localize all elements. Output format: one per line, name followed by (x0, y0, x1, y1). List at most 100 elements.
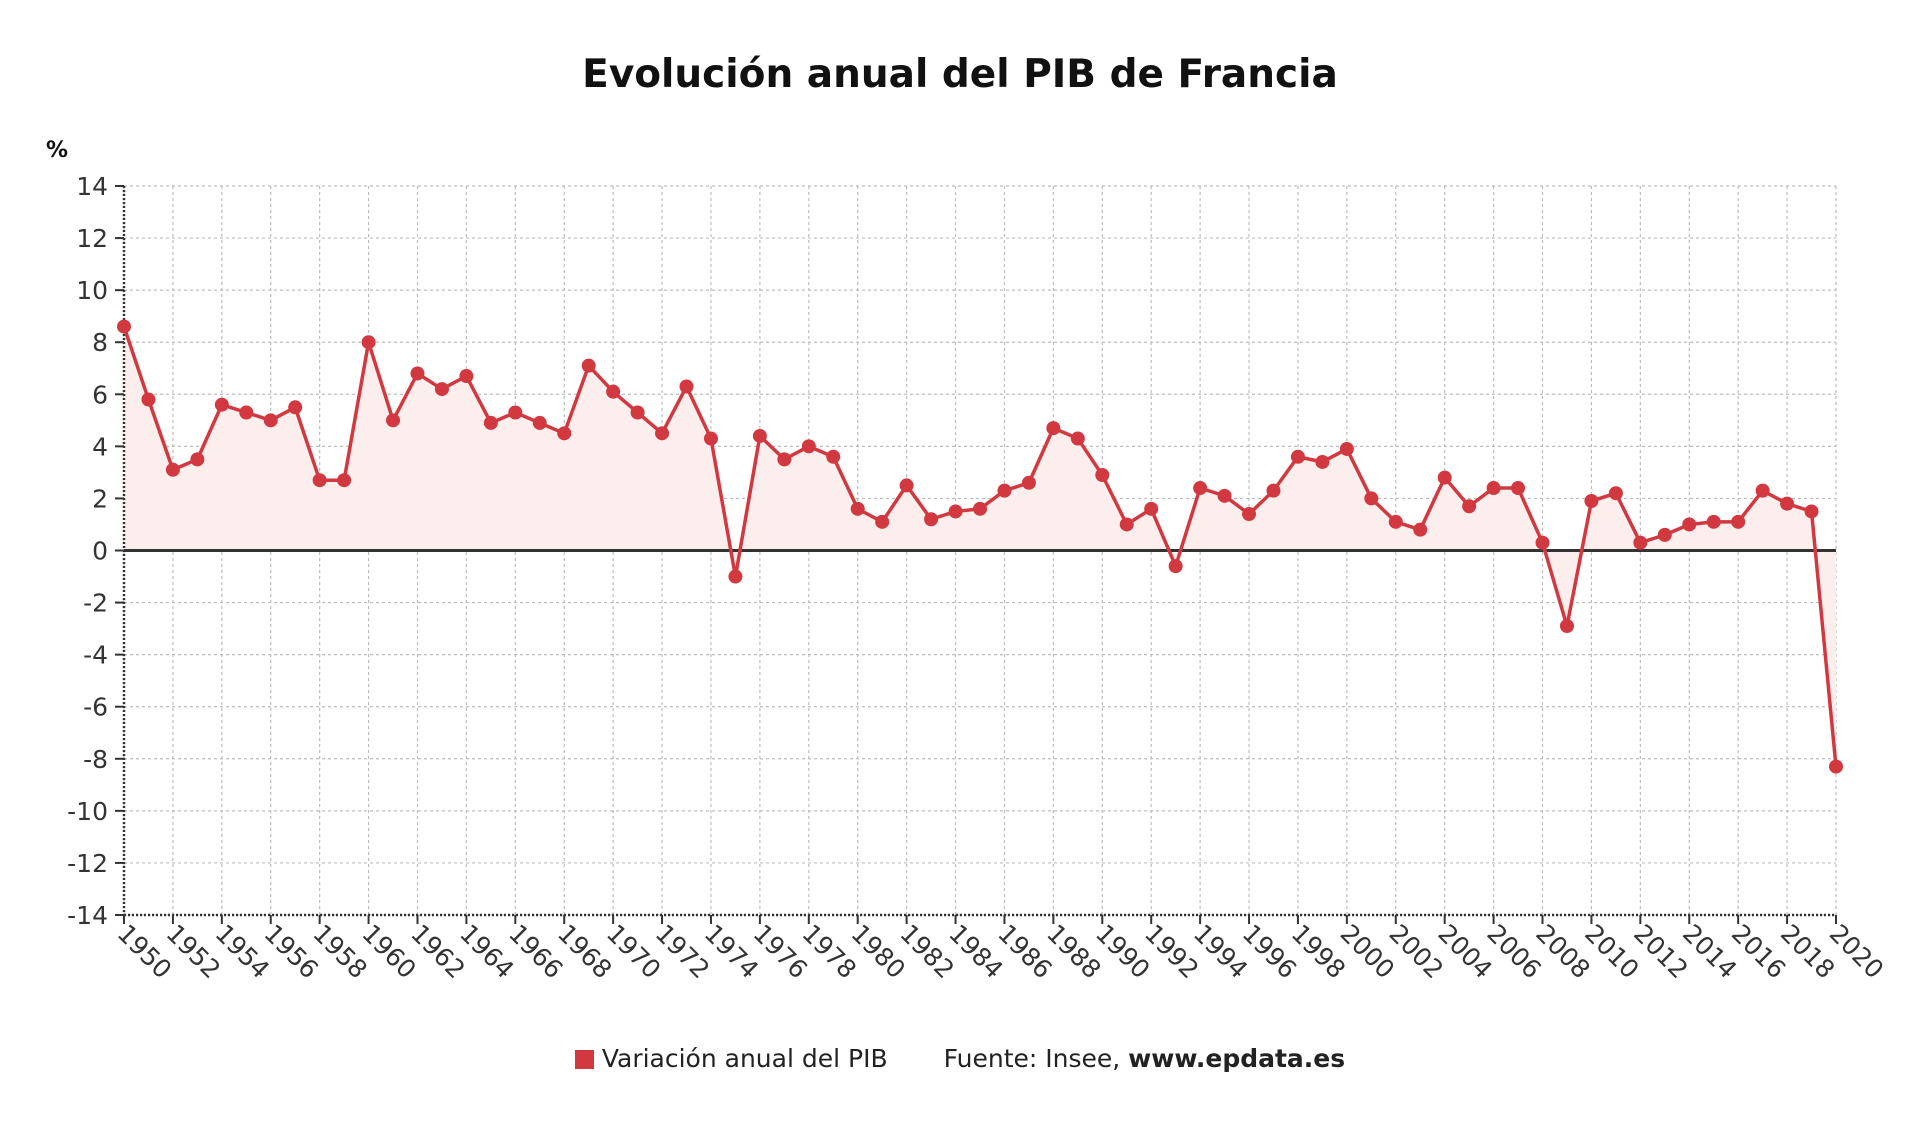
x-tick-label: 1990 (1090, 919, 1155, 984)
data-point (410, 366, 425, 381)
x-tick-label: 1968 (552, 919, 617, 984)
x-tick-label: 1958 (307, 919, 372, 984)
data-point (361, 335, 376, 350)
data-point (1266, 483, 1281, 498)
data-point (679, 379, 694, 394)
x-tick-label: 1966 (503, 919, 568, 984)
data-point (606, 384, 621, 399)
data-point (1119, 517, 1134, 532)
data-point (1021, 475, 1036, 490)
x-tick-label: 2008 (1530, 919, 1595, 984)
y-axis-label: % (46, 138, 68, 163)
x-tick-labels: 1950195219541956195819601962196419661968… (112, 919, 1889, 984)
data-point (165, 462, 180, 477)
data-point (1804, 504, 1819, 519)
x-tick-label: 1962 (405, 919, 470, 984)
data-point (924, 512, 939, 527)
data-point (434, 382, 449, 397)
data-point (1780, 496, 1795, 511)
x-tick-label: 1976 (748, 919, 813, 984)
data-point (1339, 441, 1354, 456)
x-tick-label: 1978 (797, 919, 862, 984)
axes (115, 185, 1837, 924)
source-text: Fuente: Insee, www.epdata.es (944, 1044, 1346, 1073)
x-tick-label: 2000 (1335, 919, 1400, 984)
legend-series-label: Variación anual del PIB (601, 1044, 888, 1073)
data-point (728, 569, 743, 584)
y-tick-label: -12 (67, 849, 108, 878)
x-tick-label: 2014 (1677, 919, 1742, 984)
data-point (1706, 514, 1721, 529)
data-point (1633, 535, 1648, 550)
x-tick-label: 1992 (1139, 919, 1204, 984)
area-fill-layer (124, 326, 1836, 767)
data-point (899, 478, 914, 493)
y-tick-label: 14 (76, 172, 108, 201)
data-point (117, 319, 131, 334)
data-point (752, 428, 767, 443)
data-point (508, 405, 523, 420)
x-tick-label: 1980 (845, 919, 910, 984)
data-point (777, 452, 792, 467)
x-tick-label: 2002 (1384, 919, 1449, 984)
x-tick-label: 1950 (112, 919, 177, 984)
data-point (190, 452, 205, 467)
data-point (1315, 454, 1330, 469)
data-point (1413, 522, 1428, 537)
x-tick-label: 2016 (1726, 919, 1791, 984)
data-point (875, 514, 890, 529)
data-point (483, 415, 498, 430)
data-point (288, 400, 303, 415)
data-point (997, 483, 1012, 498)
data-point (1755, 483, 1770, 498)
data-point (1559, 619, 1574, 634)
y-tick-label: 0 (92, 537, 108, 566)
data-point (263, 413, 278, 428)
x-tick-label: 1952 (161, 919, 226, 984)
data-point (1462, 499, 1477, 514)
x-tick-label: 1974 (699, 919, 764, 984)
y-tick-label: 12 (76, 224, 108, 253)
source-site: www.epdata.es (1128, 1044, 1346, 1073)
y-tick-label: 6 (92, 380, 108, 409)
legend-swatch (574, 1050, 594, 1069)
data-point (1608, 486, 1623, 501)
y-tick-label: 2 (92, 484, 108, 513)
data-point (655, 426, 670, 441)
data-point (948, 504, 963, 519)
y-tick-label: -8 (83, 745, 108, 774)
data-point (141, 392, 156, 407)
data-point (312, 473, 327, 488)
y-tick-label: -10 (67, 797, 108, 826)
data-point (1364, 491, 1379, 506)
data-point (1584, 494, 1599, 509)
data-point (801, 439, 816, 454)
data-point (850, 501, 865, 516)
x-tick-label: 1982 (894, 919, 959, 984)
x-tick-label: 1972 (650, 919, 715, 984)
x-tick-label: 1986 (992, 919, 1057, 984)
y-tick-label: 10 (76, 276, 108, 305)
data-points (117, 319, 1843, 774)
y-tick-label: 4 (92, 432, 108, 461)
data-point (1070, 431, 1085, 446)
data-point (1046, 421, 1061, 436)
data-point (1168, 559, 1183, 574)
data-point (557, 426, 572, 441)
data-point (581, 358, 596, 373)
data-point (1144, 501, 1159, 516)
y-tick-label: -2 (83, 589, 108, 618)
data-point (1242, 507, 1257, 522)
data-point (973, 501, 987, 516)
grid-lines (123, 185, 1837, 916)
data-point (1095, 467, 1110, 482)
x-tick-label: 1984 (943, 919, 1008, 984)
data-point (1217, 488, 1232, 503)
data-point (459, 369, 474, 384)
x-tick-label: 1960 (356, 919, 421, 984)
x-tick-label: 2004 (1432, 919, 1497, 984)
data-point (826, 449, 841, 464)
data-point (1437, 470, 1452, 485)
x-tick-label: 1996 (1237, 919, 1302, 984)
